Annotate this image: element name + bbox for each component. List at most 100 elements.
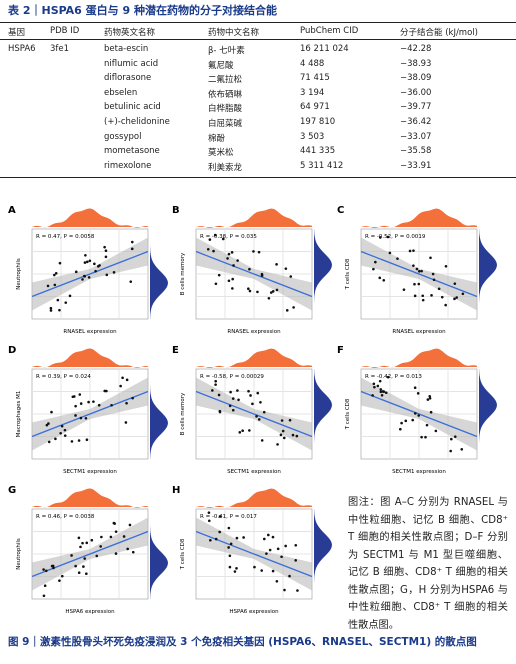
cell: 白屈菜碱 bbox=[208, 119, 243, 129]
point bbox=[109, 535, 113, 539]
cell: β- 七叶素 bbox=[208, 46, 245, 56]
cell: mometasone bbox=[104, 146, 160, 157]
x-axis-label: SECTM1 expression bbox=[392, 469, 446, 475]
point bbox=[70, 554, 73, 557]
point bbox=[413, 412, 417, 415]
point bbox=[227, 526, 231, 530]
point bbox=[227, 546, 230, 549]
point bbox=[430, 294, 433, 297]
point bbox=[207, 519, 211, 523]
point bbox=[83, 557, 87, 560]
scatter-plot: C R = -0.52, P = 0.0019 RNASEL expression T… bbox=[337, 205, 497, 335]
cell: rimexolone bbox=[104, 160, 152, 171]
point bbox=[292, 306, 295, 309]
header-cell: 药物中文名称 bbox=[208, 28, 260, 38]
point bbox=[268, 548, 272, 552]
cell: 64 971 bbox=[300, 102, 330, 113]
point bbox=[255, 415, 258, 418]
scatter-plot: E R = -0.58, P = 0.00029 SECTM1 expression… bbox=[172, 345, 332, 475]
cell: (+)-chelidonine bbox=[104, 117, 170, 127]
cell: −33.91 bbox=[400, 160, 432, 171]
point bbox=[50, 564, 54, 568]
stat-label: R = 0.39, P = 0.024 bbox=[36, 374, 91, 380]
point bbox=[58, 261, 62, 265]
cell: 二氟拉松 bbox=[208, 75, 243, 86]
point bbox=[226, 257, 229, 260]
point bbox=[284, 267, 288, 270]
point bbox=[291, 433, 295, 437]
point bbox=[229, 542, 233, 546]
point bbox=[94, 269, 97, 273]
cell: −36.00 bbox=[400, 87, 432, 98]
point bbox=[412, 264, 415, 267]
point bbox=[114, 552, 118, 555]
cell: 441 335 bbox=[300, 146, 336, 157]
point bbox=[425, 423, 429, 427]
y-axis-label: Macrophages M1 bbox=[16, 391, 22, 438]
point bbox=[271, 569, 275, 573]
y-axis-label: Neutrophils bbox=[16, 258, 22, 290]
point bbox=[213, 233, 217, 237]
point bbox=[231, 408, 235, 412]
point bbox=[42, 568, 45, 571]
point bbox=[251, 402, 254, 406]
point bbox=[227, 279, 231, 283]
point bbox=[212, 249, 215, 253]
point bbox=[402, 288, 406, 291]
point bbox=[280, 555, 283, 559]
point bbox=[85, 572, 88, 576]
scatter-panel: B R = -0.38, P = 0.035 RNASEL expression B … bbox=[170, 203, 335, 338]
point bbox=[229, 390, 232, 394]
point bbox=[413, 386, 417, 389]
panel-label: B bbox=[172, 205, 180, 216]
point bbox=[119, 384, 122, 388]
point bbox=[79, 402, 83, 405]
scatter-plot: A R = 0.47, P = 0.0058 RNASEL expression Ne… bbox=[8, 205, 168, 335]
point bbox=[417, 282, 421, 286]
point bbox=[247, 287, 250, 291]
stat-label: R = 0.46, P = 0.0038 bbox=[36, 514, 95, 520]
cell: 白桦脂酸 bbox=[208, 104, 243, 115]
point bbox=[105, 273, 109, 277]
regression-line bbox=[195, 390, 313, 438]
point bbox=[83, 261, 87, 264]
point bbox=[267, 296, 271, 300]
rule bbox=[0, 22, 516, 23]
point bbox=[376, 384, 380, 388]
point bbox=[262, 410, 266, 414]
cell: −38.09 bbox=[400, 73, 432, 84]
point bbox=[209, 538, 212, 542]
y-axis-label: T cells CD8 bbox=[345, 258, 351, 290]
point bbox=[87, 276, 91, 279]
point bbox=[260, 569, 263, 572]
point bbox=[420, 269, 423, 273]
cell: 5 311 412 bbox=[300, 160, 344, 171]
regression-line bbox=[195, 250, 313, 298]
point bbox=[386, 235, 390, 239]
point bbox=[112, 271, 116, 274]
point bbox=[45, 423, 49, 427]
point bbox=[79, 416, 83, 420]
point bbox=[228, 554, 232, 558]
x-axis-label: RNASEL expression bbox=[227, 329, 281, 335]
point bbox=[396, 257, 399, 260]
scatter-panel: D R = 0.39, P = 0.024 SECTM1 expression Mac… bbox=[6, 343, 171, 478]
point bbox=[228, 404, 232, 408]
point bbox=[214, 537, 218, 541]
point bbox=[77, 536, 81, 540]
point bbox=[78, 393, 82, 396]
point bbox=[257, 250, 261, 254]
point bbox=[265, 552, 268, 555]
point bbox=[379, 390, 383, 394]
point bbox=[440, 295, 444, 299]
point bbox=[218, 409, 222, 413]
point bbox=[81, 278, 84, 281]
panel-label: G bbox=[8, 485, 16, 496]
cell: betulinic acid bbox=[104, 102, 161, 113]
x-axis-label: RNASEL expression bbox=[63, 329, 117, 335]
point bbox=[235, 536, 239, 540]
point bbox=[221, 237, 225, 241]
scatter-plot: H R = -0.41, P = 0.017 HSPA6 expression T c… bbox=[172, 485, 332, 615]
point bbox=[90, 538, 94, 542]
